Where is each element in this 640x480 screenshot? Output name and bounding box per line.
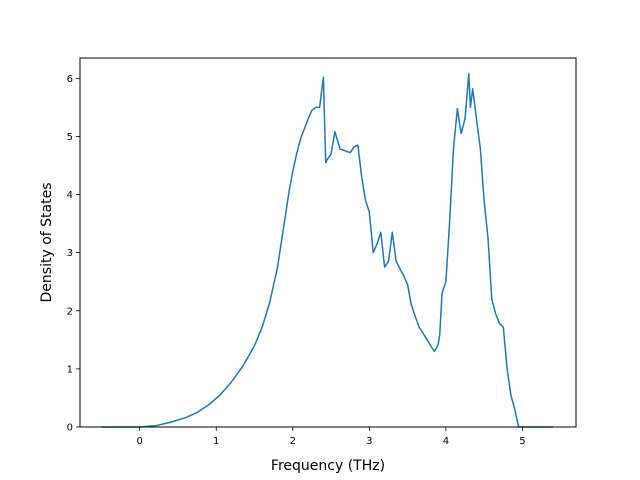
y-tick-label: 3 — [67, 248, 73, 259]
plot-area — [101, 72, 553, 428]
x-axis-title: Frequency (THz) — [271, 458, 385, 474]
y-tick-label: 4 — [67, 190, 73, 201]
x-tick-label: 5 — [519, 436, 525, 447]
y-axis-ticks: 0 1 2 3 4 5 6 — [67, 74, 80, 434]
y-tick-label: 2 — [67, 306, 73, 317]
axes-frame — [79, 57, 577, 428]
x-tick-label: 2 — [290, 436, 296, 447]
y-tick-label: 5 — [67, 132, 73, 143]
x-tick-label: 0 — [137, 436, 143, 447]
dos-series-line — [101, 72, 553, 428]
x-tick-label: 4 — [443, 436, 449, 447]
y-tick-label: 6 — [67, 74, 73, 85]
y-tick-label: 1 — [67, 364, 73, 375]
x-tick-label: 3 — [366, 436, 372, 447]
y-tick-label: 0 — [67, 423, 73, 434]
x-tick-label: 1 — [213, 436, 219, 447]
x-axis-ticks: 0 1 2 3 4 5 — [137, 427, 526, 447]
y-axis-title: Density of States — [39, 183, 55, 303]
